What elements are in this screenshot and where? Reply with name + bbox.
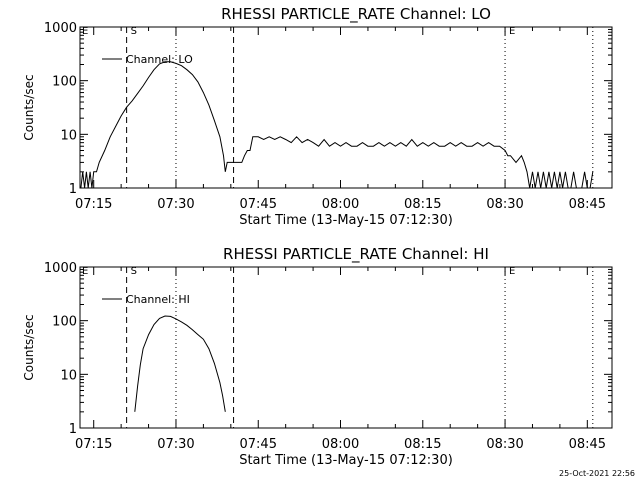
y-axis-label: Counts/sec [22, 74, 36, 140]
marker-label: E [509, 26, 515, 37]
chart-title: RHESSI PARTICLE_RATE Channel: LO [221, 5, 491, 24]
y-tick-label: 100 [52, 315, 77, 330]
x-tick-label: 08:15 [404, 197, 441, 212]
plot-frame [79, 266, 613, 429]
x-tick-label: 07:30 [157, 197, 194, 212]
x-tick-label: 07:30 [157, 437, 194, 452]
x-tick-label: 08:45 [569, 437, 606, 452]
y-axis-label: Counts/sec [22, 314, 36, 380]
marker-label: S [131, 266, 137, 277]
x-tick-label: 08:00 [322, 437, 359, 452]
x-axis-label: Start Time (13-May-15 07:12:30) [239, 213, 453, 228]
x-tick-label: 08:30 [486, 437, 523, 452]
y-tick-label: 1000 [44, 261, 77, 276]
panel-lo: RHESSI PARTICLE_RATE Channel: LO 1 10 100 10… [22, 5, 613, 228]
marker-label: S [131, 26, 137, 37]
chart-title: RHESSI PARTICLE_RATE Channel: HI [223, 245, 489, 264]
x-tick-label: 07:45 [240, 197, 277, 212]
corner-mark: E [82, 266, 88, 277]
series-line [134, 315, 226, 412]
x-tick-label: 07:15 [75, 437, 112, 452]
corner-mark: E [82, 26, 88, 37]
series-line [80, 61, 594, 189]
x-axis-label: Start Time (13-May-15 07:12:30) [239, 453, 453, 468]
x-tick-label: 08:30 [486, 197, 523, 212]
y-tick-label: 1000 [44, 21, 77, 36]
plot-frame [79, 26, 613, 189]
y-tick-label: 10 [60, 128, 77, 143]
x-tick-label: 08:45 [569, 197, 606, 212]
y-tick-label: 1 [69, 422, 77, 437]
y-tick-label: 1 [69, 182, 77, 197]
marker-label: E [509, 266, 515, 277]
footer-timestamp: 25-Oct-2021 22:56 [559, 469, 635, 478]
legend-label: Channel: HI [126, 293, 190, 306]
x-tick-label: 08:00 [322, 197, 359, 212]
y-tick-label: 100 [52, 75, 77, 90]
y-tick-label: 10 [60, 368, 77, 383]
legend-label: Channel: LO [126, 53, 193, 66]
x-tick-label: 08:15 [404, 437, 441, 452]
x-tick-label: 07:15 [75, 197, 112, 212]
panel-hi: RHESSI PARTICLE_RATE Channel: HI 1 10 100 10… [22, 245, 613, 468]
x-tick-label: 07:45 [240, 437, 277, 452]
